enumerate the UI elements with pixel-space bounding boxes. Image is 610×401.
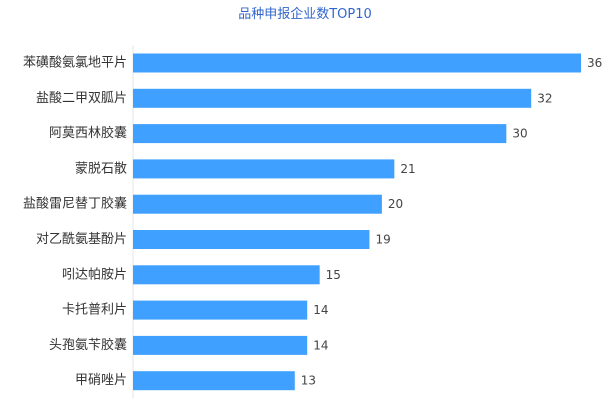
category-label: 苯磺酸氨氯地平片 xyxy=(23,56,127,71)
value-label: 14 xyxy=(313,338,328,352)
category-labels: 苯磺酸氨氯地平片盐酸二甲双胍片阿莫西林胶囊蒙脱石散盐酸雷尼替丁胶囊对乙酰氨基酚片… xyxy=(23,56,127,389)
category-label: 对乙酰氨基酚片 xyxy=(36,232,127,247)
value-label: 32 xyxy=(537,91,552,105)
category-label: 头孢氨苄胶囊 xyxy=(49,337,127,353)
value-label: 14 xyxy=(313,303,328,317)
bar[interactable] xyxy=(133,159,395,179)
chart-title: 品种申报企业数TOP10 xyxy=(238,6,372,22)
value-label: 36 xyxy=(587,56,602,70)
category-label: 甲硝唑片 xyxy=(75,372,127,388)
bar[interactable] xyxy=(133,88,532,108)
category-label: 吲达帕胺片 xyxy=(62,267,127,282)
bar[interactable] xyxy=(133,265,320,285)
bar[interactable] xyxy=(133,124,507,144)
bar[interactable] xyxy=(133,194,382,214)
category-label: 盐酸雷尼替丁胶囊 xyxy=(23,196,127,212)
bars xyxy=(133,53,581,391)
value-label: 30 xyxy=(512,127,527,141)
category-label: 盐酸二甲双胍片 xyxy=(36,91,127,106)
value-label: 20 xyxy=(388,197,403,211)
value-label: 13 xyxy=(301,374,316,388)
category-label: 阿莫西林胶囊 xyxy=(49,125,127,141)
value-label: 15 xyxy=(326,268,341,282)
bar[interactable] xyxy=(133,371,295,391)
category-label: 卡托普利片 xyxy=(62,303,127,318)
bar[interactable] xyxy=(133,335,308,355)
bar[interactable] xyxy=(133,300,308,320)
value-labels: 36 32 30 21 20 19 15 14 14 13 xyxy=(301,56,603,388)
value-label: 19 xyxy=(375,233,390,247)
value-label: 21 xyxy=(400,162,415,176)
bar[interactable] xyxy=(133,230,370,249)
bar[interactable] xyxy=(133,53,581,73)
category-label: 蒙脱石散 xyxy=(75,161,127,176)
